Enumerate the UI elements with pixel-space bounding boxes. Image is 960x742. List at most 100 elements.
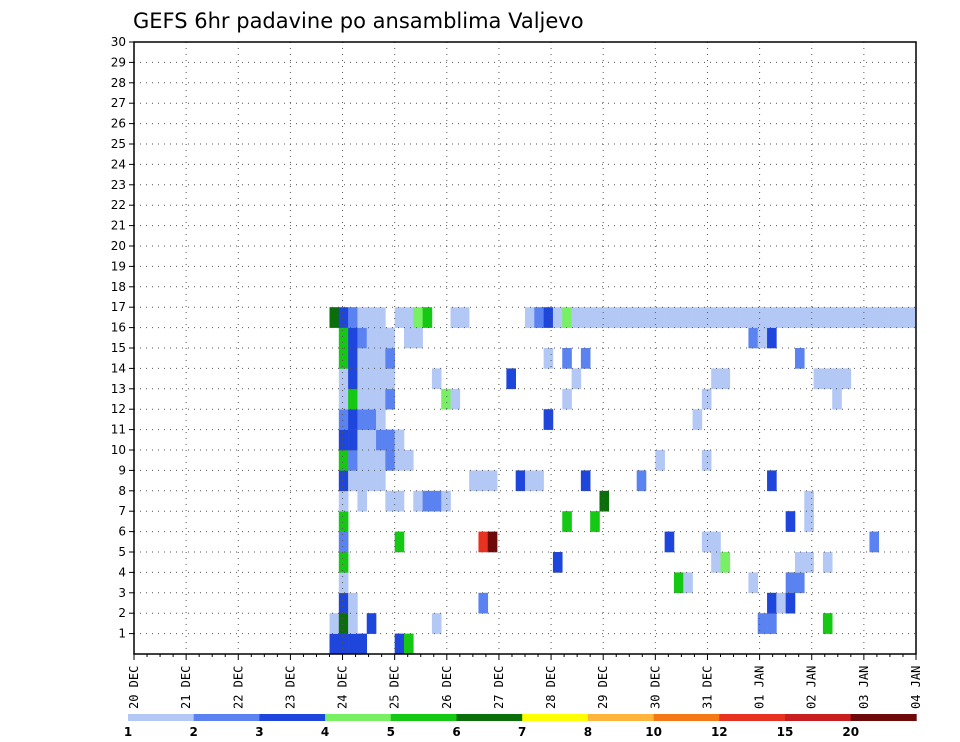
legend-swatch [522, 714, 589, 721]
heatmap-cell [888, 307, 898, 328]
y-tick-label: 23 [111, 178, 126, 192]
y-tick-label: 1 [118, 627, 126, 641]
x-tick-label: 31 DEC [700, 666, 714, 709]
heatmap-cell [701, 307, 712, 328]
heatmap-cell [338, 592, 349, 614]
y-tick-label: 25 [111, 137, 126, 151]
heatmap-cell [711, 368, 721, 390]
legend-label: 15 [777, 725, 794, 739]
legend-label: 3 [255, 725, 263, 739]
heatmap-cell [403, 327, 414, 349]
heatmap-cell [767, 613, 777, 634]
heatmap-cell [385, 429, 395, 451]
heatmap-cell [357, 348, 368, 369]
heatmap-cell [794, 307, 805, 328]
heatmap-cell [431, 490, 442, 512]
heatmap-cell [394, 450, 405, 471]
y-tick-label: 13 [111, 382, 126, 396]
heatmap-cell [832, 307, 842, 328]
x-tick-label: 24 DEC [336, 666, 350, 709]
heatmap-cell [590, 307, 600, 328]
legend-label: 6 [452, 725, 460, 739]
heatmap-cell [338, 490, 349, 512]
legend-swatch [390, 714, 457, 721]
heatmap-cell [525, 307, 535, 328]
y-tick-label: 18 [111, 280, 126, 294]
heatmap-cell [385, 348, 395, 369]
heatmap-cell [757, 307, 768, 328]
heatmap-cell [338, 327, 349, 349]
chart-title: GEFS 6hr padavine po ansamblima Valjevo [133, 9, 584, 33]
heatmap-cell [357, 368, 368, 390]
legend-label: 10 [645, 725, 662, 739]
heatmap-cell [841, 368, 852, 390]
x-tick-label: 20 DEC [127, 666, 141, 709]
heatmap-cell [711, 307, 721, 328]
heatmap-cell [478, 470, 489, 492]
heatmap-cell [338, 429, 349, 451]
x-tick-label: 02 JAN [805, 666, 819, 709]
heatmap-cell [636, 307, 647, 328]
x-tick-label: 29 DEC [596, 666, 610, 709]
heatmap-cell [646, 307, 656, 328]
heatmap-cell [822, 613, 833, 634]
legend-swatch [128, 714, 194, 721]
y-tick-label: 11 [111, 423, 126, 437]
heatmap-cell [748, 327, 759, 349]
heatmap-cell [664, 307, 675, 328]
heatmap-cell [422, 307, 433, 328]
heatmap-cell [441, 490, 451, 512]
y-tick-label: 9 [118, 463, 126, 477]
heatmap-cell [348, 592, 358, 614]
heatmap-cell [804, 490, 814, 512]
heatmap-cell [376, 368, 386, 390]
heatmap-cell [562, 348, 572, 369]
heatmap-cell [748, 307, 759, 328]
heatmap-cell [701, 531, 712, 553]
heatmap-cell [403, 307, 414, 328]
heatmap-cell [683, 307, 693, 328]
y-tick-label: 27 [111, 96, 126, 110]
heatmap-cell [376, 348, 386, 369]
y-tick-label: 3 [118, 586, 126, 600]
y-tick-label: 4 [118, 565, 126, 579]
legend-swatch [259, 714, 326, 721]
heatmap-cell [785, 307, 796, 328]
legend-label: 20 [842, 725, 859, 739]
y-tick-label: 10 [111, 443, 126, 457]
heatmap-cell [394, 490, 405, 512]
heatmap-cell [338, 613, 349, 634]
heatmap-cell [357, 490, 368, 512]
color-legend: 1 2 3 4 5 6 7 8 10 12 15 20 [124, 714, 917, 739]
heatmap-cell [376, 307, 386, 328]
heatmap-cell [664, 531, 675, 553]
heatmap-cell [720, 368, 731, 390]
heatmap-cell [785, 572, 796, 594]
heatmap-cell [776, 307, 786, 328]
y-tick-label: 2 [118, 606, 126, 620]
heatmap-cell [869, 531, 880, 553]
heatmap-cell [767, 592, 777, 614]
heatmap-cell [832, 368, 842, 390]
x-tick-label: 23 DEC [283, 666, 297, 709]
heatmap-cell [348, 613, 358, 634]
heatmap-cell [478, 531, 489, 553]
heatmap-cell [348, 470, 358, 492]
heatmap-cell [804, 511, 814, 532]
heatmap-cell [329, 613, 340, 634]
heatmap-cell [562, 307, 572, 328]
heatmap-cell [720, 552, 731, 573]
legend-swatch [456, 714, 523, 721]
y-tick-label: 6 [118, 525, 126, 539]
heatmap-cell [385, 490, 395, 512]
y-tick-label: 21 [111, 219, 126, 233]
heatmap-cell [357, 429, 368, 451]
heatmap-cell [385, 368, 395, 390]
y-tick-label: 7 [118, 504, 126, 518]
heatmap-cell [673, 307, 684, 328]
heatmap-cell [841, 307, 852, 328]
heatmap-cell [794, 572, 805, 594]
heatmap-cell [552, 552, 563, 573]
legend-swatch [719, 714, 786, 721]
heatmap-cell [701, 388, 712, 410]
